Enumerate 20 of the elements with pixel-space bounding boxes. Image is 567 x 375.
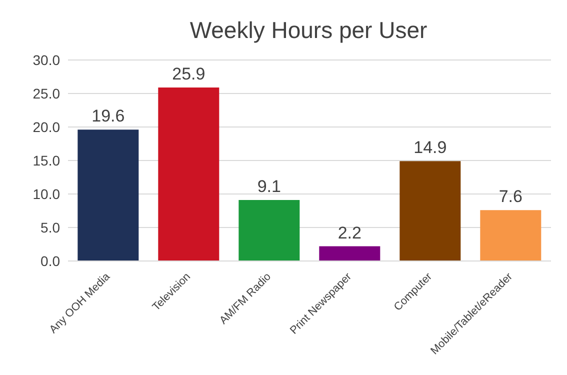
y-tick-label: 30.0: [32, 52, 60, 68]
data-label: 2.2: [338, 223, 362, 242]
chart-title: Weekly Hours per User: [188, 16, 428, 45]
y-tick-label: 0.0: [40, 252, 60, 269]
data-label: 9.1: [257, 177, 281, 196]
bar: [78, 130, 139, 261]
bar: [238, 200, 300, 261]
data-label: 25.9: [172, 64, 206, 84]
bar: [158, 87, 220, 261]
y-tick-label: 20.0: [32, 118, 60, 135]
y-tick-label: 5.0: [40, 219, 60, 236]
bar: [319, 246, 380, 261]
data-label: 7.6: [498, 187, 522, 206]
data-label: 14.9: [414, 138, 447, 158]
bar: [400, 161, 461, 261]
y-tick-label: 25.0: [32, 85, 60, 102]
bar: [480, 210, 542, 261]
y-tick-label: 15.0: [32, 152, 60, 168]
data-label: 19.6: [92, 106, 125, 126]
y-tick-label: 10.0: [32, 186, 60, 202]
